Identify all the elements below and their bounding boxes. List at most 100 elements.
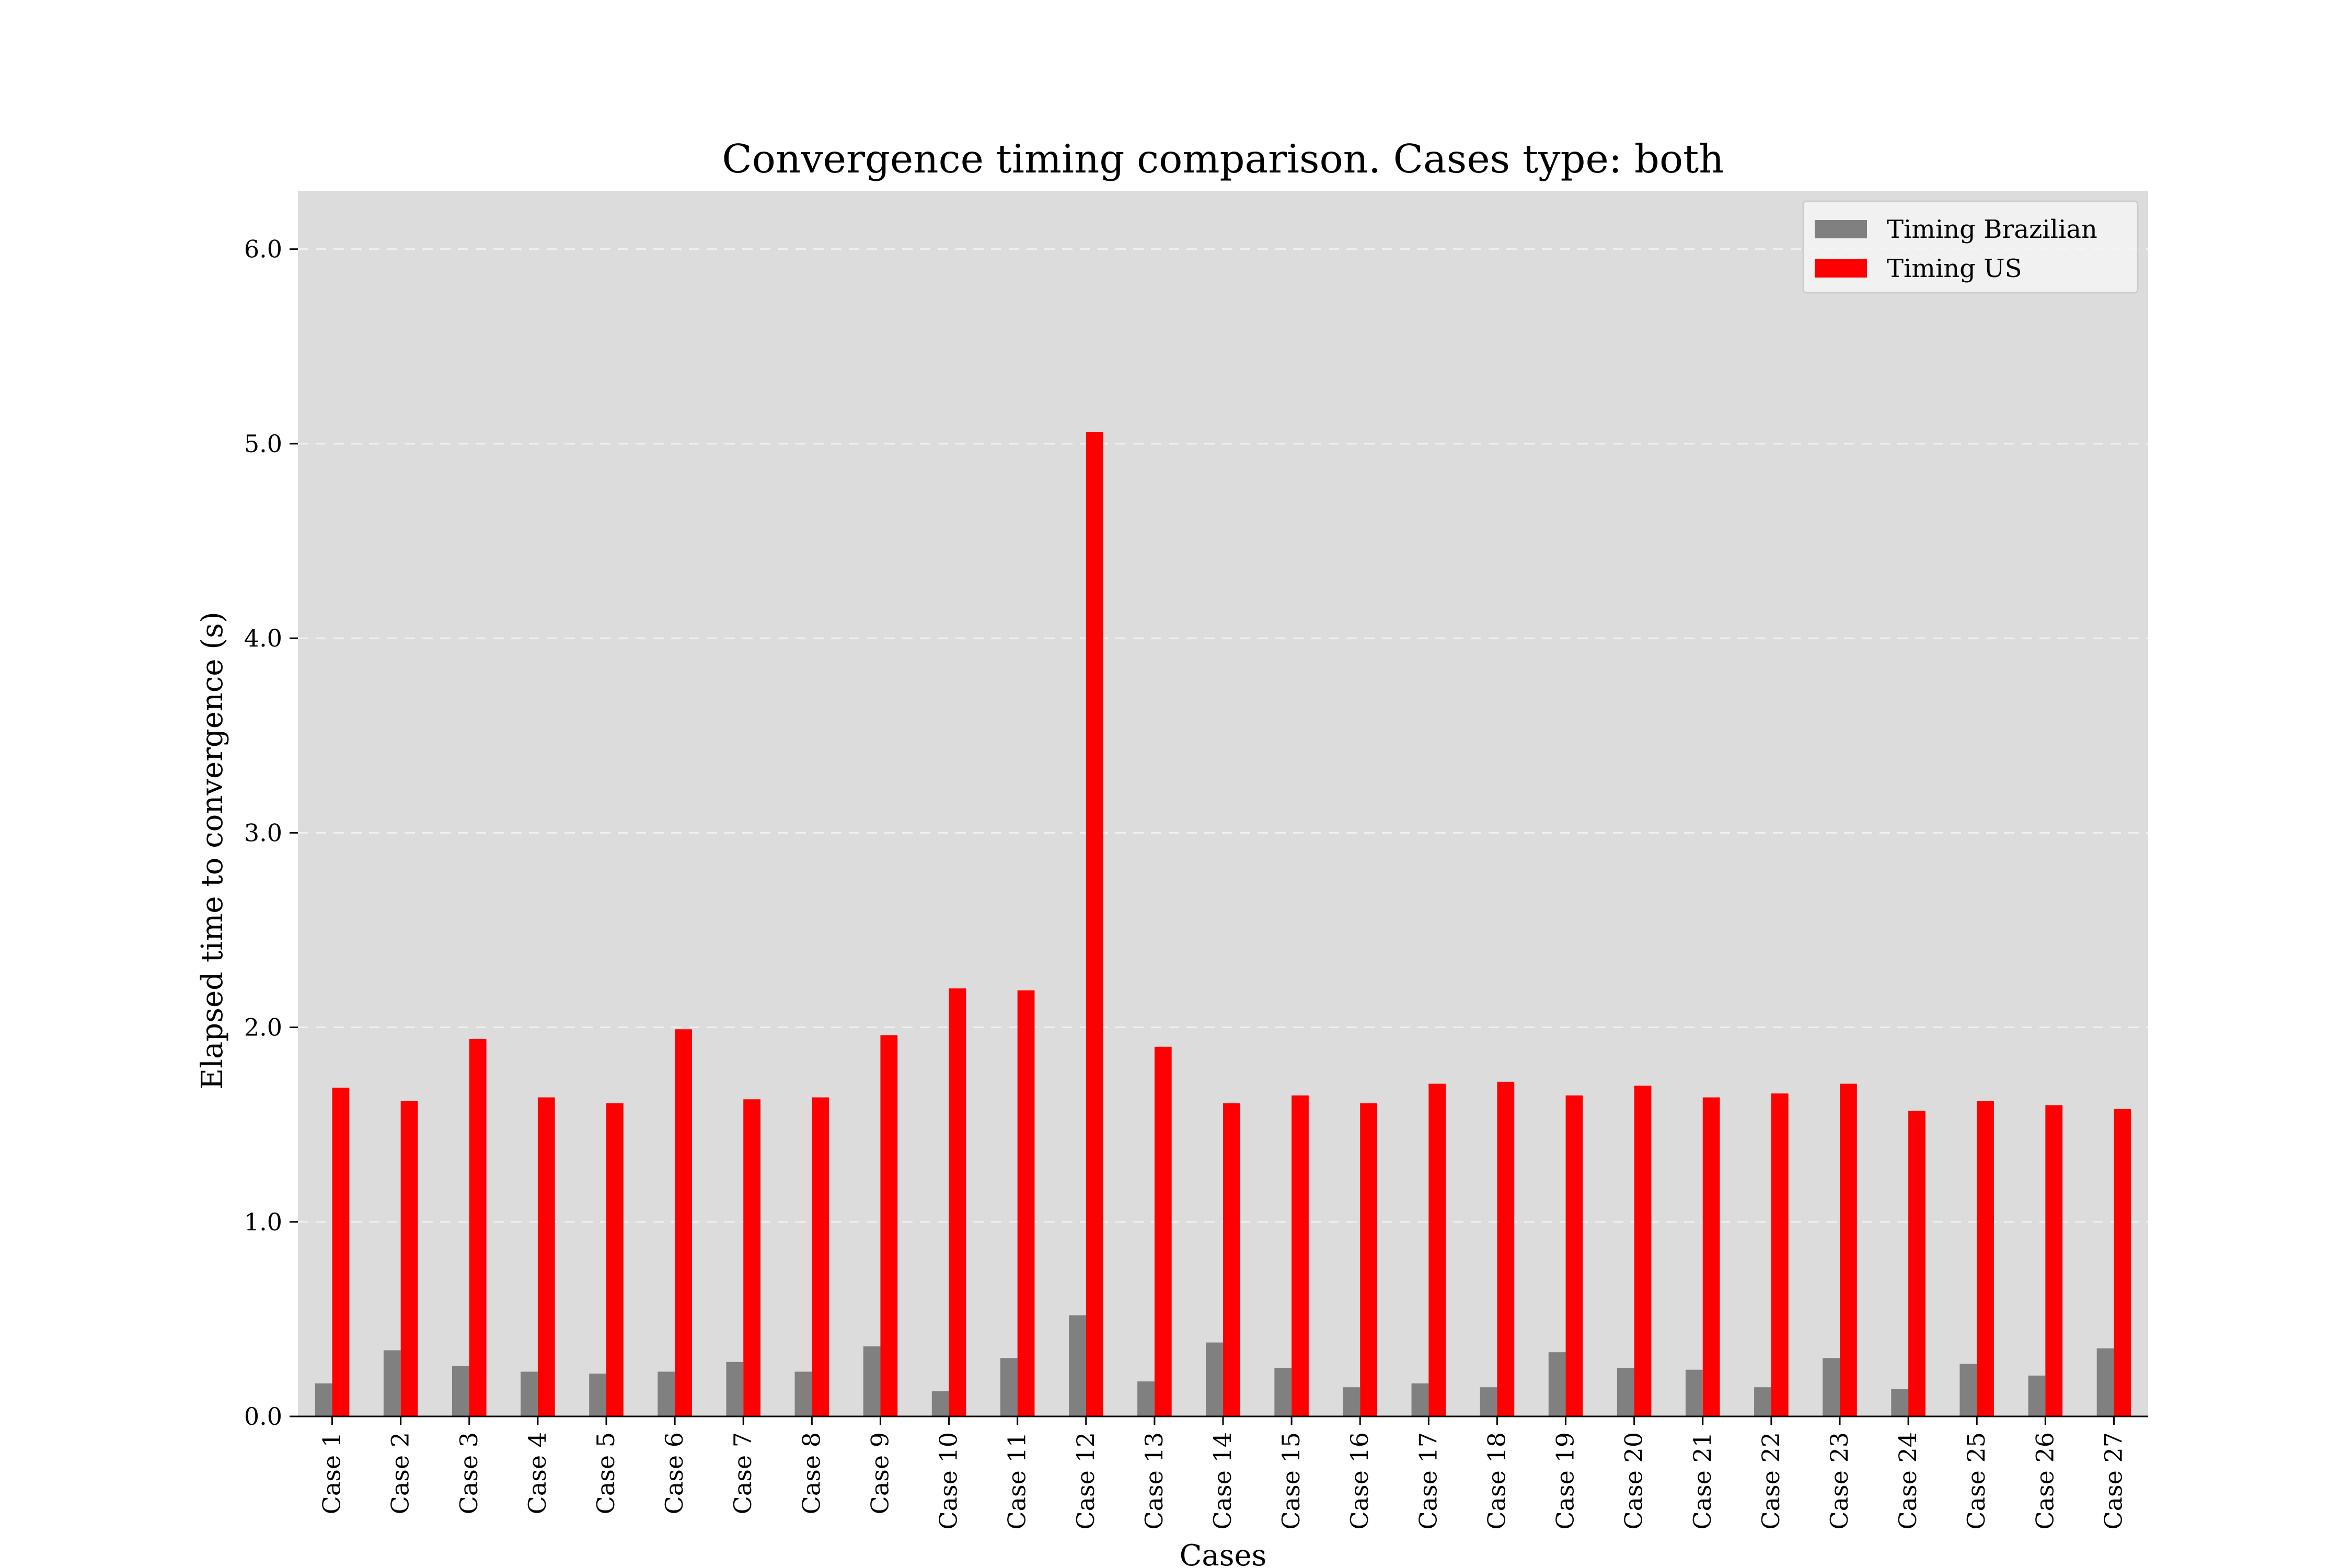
x-tick-label: Case 13 xyxy=(1140,1432,1168,1530)
x-tick-label: Case 8 xyxy=(797,1432,825,1514)
x-tick-label: Case 25 xyxy=(1962,1432,1990,1530)
bar-timing-brazilian-15 xyxy=(1274,1367,1292,1416)
bar-timing-us-26 xyxy=(2045,1105,2063,1416)
x-tick-label: Case 11 xyxy=(1003,1432,1031,1530)
x-ticks: Case 1 Case 2 Case 3 Case 4 Case 5 Case 6 Case… xyxy=(318,1416,2127,1530)
bar-timing-us-14 xyxy=(1223,1103,1240,1416)
x-tick-label: Case 21 xyxy=(1688,1432,1716,1530)
bar-timing-brazilian-26 xyxy=(2028,1375,2046,1416)
bar-timing-us-3 xyxy=(469,1039,487,1416)
bar-timing-us-4 xyxy=(537,1097,555,1416)
bar-timing-brazilian-24 xyxy=(1891,1389,1909,1416)
x-tick-label: Case 3 xyxy=(455,1432,483,1514)
bar-timing-us-16 xyxy=(1360,1103,1377,1416)
x-tick-label: Case 4 xyxy=(523,1432,551,1514)
bar-timing-brazilian-22 xyxy=(1754,1387,1771,1416)
bar-timing-brazilian-9 xyxy=(863,1346,881,1416)
bar-timing-brazilian-23 xyxy=(1823,1358,1840,1416)
y-tick-label: 1.0 xyxy=(244,1208,282,1236)
bar-timing-us-11 xyxy=(1017,990,1035,1416)
bar-timing-us-25 xyxy=(1977,1101,1994,1416)
legend-label-timing-brazilian: Timing Brazilian xyxy=(1887,215,2097,244)
x-tick-label: Case 15 xyxy=(1277,1432,1305,1530)
bar-timing-us-20 xyxy=(1634,1086,1652,1416)
bar-timing-brazilian-12 xyxy=(1069,1315,1086,1416)
bar-timing-brazilian-20 xyxy=(1617,1367,1634,1416)
bar-timing-us-10 xyxy=(949,988,966,1416)
bar-timing-us-27 xyxy=(2114,1109,2131,1416)
bar-timing-brazilian-14 xyxy=(1206,1342,1223,1416)
y-tick-label: 3.0 xyxy=(244,818,282,847)
y-tick-label: 2.0 xyxy=(244,1013,282,1042)
bar-timing-brazilian-1 xyxy=(315,1383,332,1416)
bar-timing-us-19 xyxy=(1565,1095,1583,1416)
x-tick-label: Case 20 xyxy=(1620,1432,1648,1530)
bar-timing-brazilian-8 xyxy=(794,1371,812,1416)
bar-timing-us-12 xyxy=(1086,432,1103,1416)
x-tick-label: Case 17 xyxy=(1414,1432,1442,1530)
legend: Timing Brazilian Timing US xyxy=(1802,200,2139,294)
bar-timing-brazilian-25 xyxy=(1959,1364,1977,1416)
bar-timing-us-21 xyxy=(1702,1097,1720,1416)
legend-swatch-timing-brazilian xyxy=(1815,220,1867,238)
x-tick-label: Case 16 xyxy=(1345,1432,1374,1530)
bar-timing-brazilian-6 xyxy=(658,1371,675,1416)
x-tick-label: Case 24 xyxy=(1894,1432,1922,1530)
bar-timing-brazilian-21 xyxy=(1686,1369,1703,1416)
bar-timing-brazilian-11 xyxy=(1000,1358,1018,1416)
bar-timing-us-1 xyxy=(332,1087,350,1416)
x-axis-label: Cases xyxy=(1180,1539,1267,1568)
y-tick-label: 5.0 xyxy=(244,430,282,458)
y-tick-label: 0.0 xyxy=(244,1402,282,1431)
chart-title: Convergence timing comparison. Cases typ… xyxy=(722,136,1724,182)
bar-timing-brazilian-2 xyxy=(383,1350,401,1416)
y-ticks: 0.0 1.0 2.0 3.0 4.0 5.0 6.0 xyxy=(244,235,298,1431)
x-tick-label: Case 27 xyxy=(2099,1432,2127,1530)
bar-timing-brazilian-27 xyxy=(2096,1348,2114,1416)
bar-timing-brazilian-10 xyxy=(931,1391,949,1416)
y-axis-label: Elapsed time to convergence (s) xyxy=(195,612,229,1090)
bar-timing-brazilian-4 xyxy=(521,1371,538,1416)
x-tick-label: Case 10 xyxy=(935,1432,963,1530)
x-tick-label: Case 23 xyxy=(1825,1432,1853,1530)
y-tick-label: 4.0 xyxy=(244,624,282,652)
bar-timing-brazilian-18 xyxy=(1480,1387,1497,1416)
bar-timing-us-23 xyxy=(1840,1083,1857,1416)
x-tick-label: Case 26 xyxy=(2031,1432,2059,1530)
bar-timing-brazilian-5 xyxy=(589,1374,606,1416)
bar-timing-us-5 xyxy=(606,1103,624,1416)
legend-box xyxy=(1802,200,2139,294)
bar-timing-us-8 xyxy=(812,1097,829,1416)
bars xyxy=(315,432,2131,1416)
legend-swatch-timing-us xyxy=(1815,259,1867,278)
bar-timing-brazilian-16 xyxy=(1343,1387,1361,1416)
bar-timing-us-24 xyxy=(1908,1111,1926,1416)
bar-timing-brazilian-17 xyxy=(1411,1383,1429,1416)
bar-timing-brazilian-3 xyxy=(452,1366,469,1416)
bar-timing-us-6 xyxy=(675,1029,692,1416)
bar-timing-us-22 xyxy=(1771,1093,1789,1416)
legend-label-timing-us: Timing US xyxy=(1887,254,2022,283)
bar-timing-us-2 xyxy=(400,1101,418,1416)
bar-timing-us-15 xyxy=(1292,1095,1309,1416)
x-tick-label: Case 14 xyxy=(1208,1432,1237,1530)
bar-timing-us-18 xyxy=(1497,1081,1515,1416)
bar-timing-brazilian-7 xyxy=(726,1362,744,1416)
x-tick-label: Case 2 xyxy=(386,1432,414,1514)
bar-timing-us-9 xyxy=(880,1035,898,1416)
bar-timing-us-13 xyxy=(1154,1046,1172,1416)
x-tick-label: Case 5 xyxy=(592,1432,620,1514)
x-tick-label: Case 6 xyxy=(660,1432,688,1514)
bar-timing-us-17 xyxy=(1428,1083,1446,1416)
x-tick-label: Case 12 xyxy=(1071,1432,1100,1530)
x-tick-label: Case 19 xyxy=(1551,1432,1579,1530)
bar-timing-brazilian-13 xyxy=(1137,1381,1155,1416)
bar-timing-brazilian-19 xyxy=(1548,1352,1566,1416)
x-tick-label: Case 9 xyxy=(866,1432,894,1514)
x-tick-label: Case 1 xyxy=(318,1432,346,1514)
x-tick-label: Case 18 xyxy=(1482,1432,1511,1530)
bar-timing-us-7 xyxy=(743,1099,760,1416)
x-tick-label: Case 22 xyxy=(1757,1432,1785,1530)
y-tick-label: 6.0 xyxy=(244,235,282,263)
